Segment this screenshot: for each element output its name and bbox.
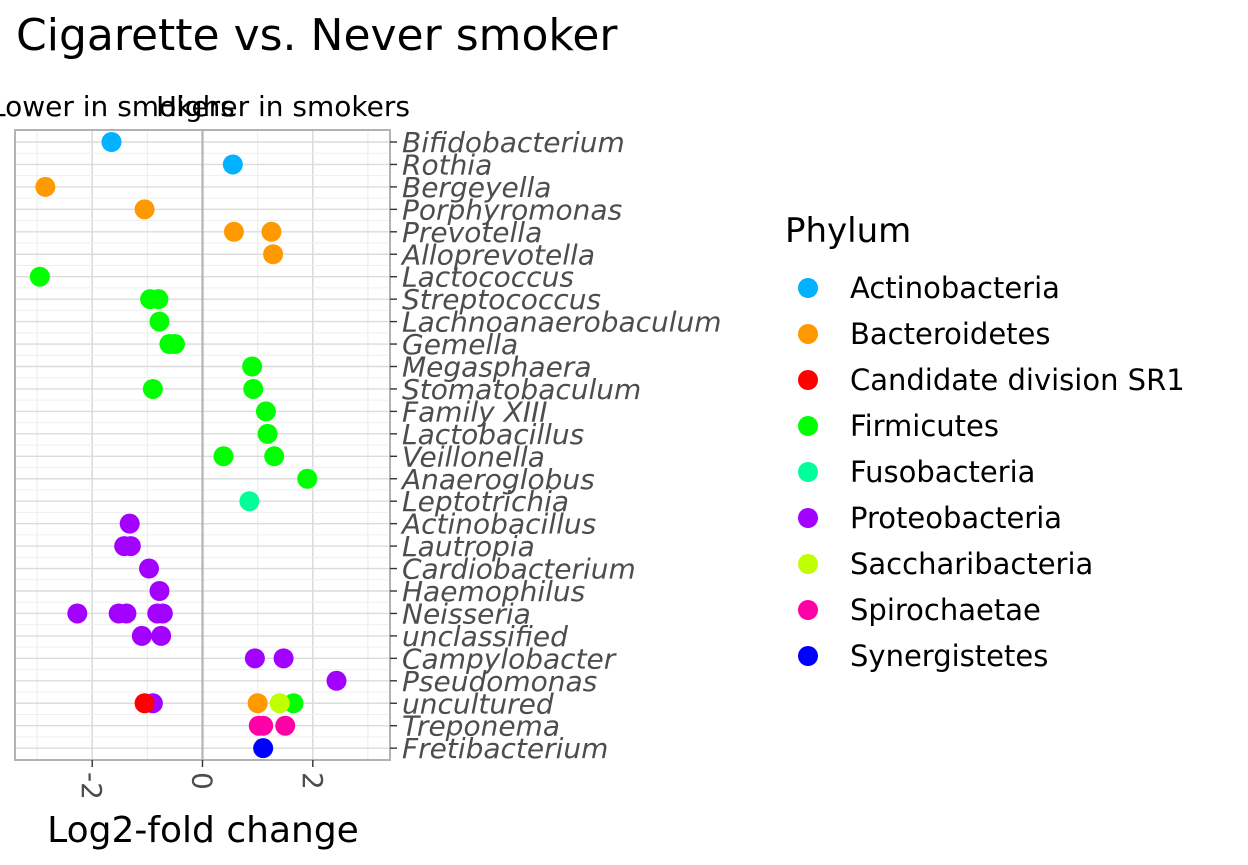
data-point [142,378,163,399]
y-tick-label: Lautropia [402,530,535,563]
y-tick-label: Fretibacterium [402,732,608,765]
chart-title: Cigarette vs. Never smoker [16,10,618,61]
legend-title: Phylum [785,211,911,251]
data-point [275,715,296,736]
y-tick-label: Lactobacillus [402,418,584,451]
legend-swatch [798,600,818,620]
y-tick-label: Leptotrichia [402,485,569,518]
legend-swatch [798,646,818,666]
y-tick-label: Haemophilus [402,575,585,608]
x-axis-ticks: -2 0 2 [75,760,329,800]
x-tick-label: 0 [186,772,219,790]
data-point [257,423,278,444]
data-point [255,401,276,422]
points [29,132,347,759]
y-tick-label: Cardiobacterium [402,553,636,586]
data-point [152,603,173,624]
data-point [101,132,122,152]
legend-label: Spirochaetae [850,593,1041,627]
data-point [35,176,56,197]
data-point [261,221,282,242]
data-point [253,738,274,759]
data-point [120,536,141,557]
data-point [263,244,284,265]
y-tick-label: Bergeyella [402,171,551,204]
y-tick-label: Gemella [402,328,518,361]
legend-label: Candidate division SR1 [850,363,1185,397]
data-point [222,154,243,175]
y-tick-label: Prevotella [402,216,542,249]
y-tick-label: Streptococcus [402,283,601,316]
legend-label: Firmicutes [850,409,999,443]
y-tick-label: Actinobacillus [400,508,596,541]
y-tick-label: Pseudomonas [402,665,597,698]
data-point [67,603,88,624]
data-point [264,446,285,467]
y-tick-label: Veillonella [402,440,545,473]
legend: Actinobacteria Bacteroidetes Candidate div… [798,271,1185,673]
legend-swatch [798,278,818,298]
data-point [297,468,318,489]
x-tick-label: -2 [75,772,108,800]
y-tick-label: Anaeroglobus [400,463,595,496]
data-point [223,221,244,242]
x-tick-label: 2 [296,772,329,790]
y-tick-label: unclassified [402,620,568,653]
data-point [273,648,294,669]
data-point [116,603,137,624]
data-point [148,289,169,310]
data-point [149,311,170,332]
x-axis-label: Log2-fold change [47,810,359,851]
y-tick-label: Stomatobaculum [402,373,641,406]
data-point [253,715,274,736]
y-tick-label: Alloprevotella [400,238,595,271]
y-tick-label: Megasphaera [402,351,591,384]
data-point [149,581,170,601]
legend-swatch [798,554,818,574]
y-tick-label: Family XIII [402,395,548,428]
data-point [269,693,290,714]
y-tick-label: Porphyromonas [402,193,622,226]
data-point [134,693,155,714]
higher-in-smokers-label: Higher in smokers [156,90,410,123]
y-tick-label: Treponema [402,710,560,743]
lower-in-smokers-label: Lower in smokers [0,90,235,123]
legend-label: Bacteroidetes [850,317,1050,351]
y-tick-label: Bifidobacterium [402,126,625,159]
data-point [134,199,155,220]
y-tick-label: Lactococcus [402,261,574,294]
y-tick-label: Lachnoanaerobaculum [402,306,722,339]
legend-swatch [798,462,818,482]
data-point [244,648,265,669]
data-point [164,334,185,355]
legend-label: Actinobacteria [850,271,1060,305]
y-tick-label: Campylobacter [402,642,617,675]
legend-swatch [798,324,818,344]
data-point [242,356,263,377]
legend-swatch [798,416,818,436]
legend-swatch [798,508,818,528]
y-tick-label: Rothia [402,148,492,181]
legend-label: Proteobacteria [850,501,1062,535]
data-point [119,513,140,534]
data-point [283,693,304,714]
data-point [213,446,234,467]
legend-label: Fusobacteria [850,455,1035,489]
legend-label: Synergistetes [850,639,1048,673]
legend-swatch [798,370,818,390]
data-point [247,693,268,714]
data-point [243,378,264,399]
data-point [139,558,160,579]
y-tick-label: uncultured [402,687,554,720]
y-tick-label: Neisseria [402,597,531,630]
legend-label: Saccharibacteria [850,547,1093,581]
data-point [151,625,172,646]
data-point [29,266,50,287]
data-point [239,491,260,512]
data-point [131,625,152,646]
data-point [326,670,347,691]
y-axis-ticks: BifidobacteriumRothiaBergeyellaPorphyrom… [390,126,722,765]
